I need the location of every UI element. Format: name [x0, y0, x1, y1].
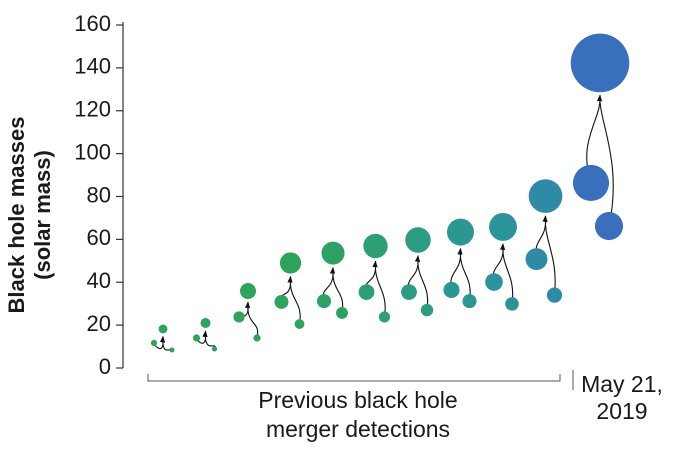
merger-arrow: [457, 247, 471, 302]
y-tick-label: 140: [74, 54, 111, 79]
y-tick-label: 20: [87, 311, 111, 336]
merger-arrow: [329, 266, 344, 314]
date-label: 2019: [596, 398, 647, 424]
secondary-black-hole: [462, 294, 477, 309]
primary-black-hole: [233, 311, 245, 323]
primary-black-hole: [274, 295, 289, 309]
final-black-hole: [321, 241, 345, 265]
secondary-black-hole: [169, 347, 175, 353]
primary-black-hole: [150, 339, 158, 347]
secondary-black-hole: [294, 319, 305, 329]
y-tick-label: 0: [99, 354, 111, 379]
secondary-black-hole: [336, 306, 348, 319]
merger-arrow: [499, 243, 514, 304]
primary-black-hole: [485, 273, 503, 291]
y-tick-label: 40: [87, 268, 111, 293]
merger-arrow: [202, 330, 216, 350]
final-black-hole: [240, 283, 256, 300]
final-black-hole: [447, 218, 474, 246]
bracket: [147, 374, 561, 382]
group-label: Previous black hole: [258, 387, 457, 413]
date-label: May 21,: [581, 371, 663, 397]
merger-arrow: [372, 260, 386, 318]
secondary-black-hole: [420, 303, 434, 317]
y-tick-label: 60: [87, 225, 111, 250]
final-black-hole: [405, 227, 431, 253]
merger-arrow: [244, 301, 259, 339]
y-tick-label: 120: [74, 97, 111, 122]
primary-black-hole: [358, 284, 375, 300]
secondary-black-hole: [546, 287, 563, 303]
primary-black-hole: [525, 248, 548, 271]
y-axis-title: Black hole masses (solar mass): [4, 117, 55, 314]
primary-black-hole: [316, 294, 332, 309]
primary-black-hole: [192, 334, 201, 342]
final-black-hole: [158, 324, 168, 334]
final-black-hole: [200, 317, 211, 328]
y-axis-title-line: Black hole masses: [4, 117, 29, 314]
merger-arrow: [414, 255, 429, 311]
secondary-black-hole: [253, 334, 261, 342]
final-black-hole: [363, 233, 388, 259]
primary-black-hole: [572, 164, 610, 202]
merger-arrow: [542, 215, 556, 296]
secondary-black-hole: [505, 297, 519, 311]
primary-black-hole: [401, 284, 417, 300]
y-tick-label: 100: [74, 139, 111, 164]
y-tick-label: 160: [74, 11, 111, 36]
merger-arrow: [287, 275, 301, 325]
primary-black-hole: [443, 281, 460, 299]
y-axis-title-line: (solar mass): [30, 150, 55, 280]
secondary-black-hole: [594, 212, 624, 241]
final-black-hole: [570, 33, 630, 93]
secondary-black-hole: [211, 346, 218, 352]
final-black-hole: [279, 252, 302, 274]
y-tick-label: 80: [87, 182, 111, 207]
merger-arrow: [596, 94, 614, 227]
final-black-hole: [528, 179, 563, 213]
secondary-black-hole: [378, 311, 391, 323]
group-label: merger detections: [266, 416, 450, 442]
final-black-hole: [489, 212, 517, 241]
